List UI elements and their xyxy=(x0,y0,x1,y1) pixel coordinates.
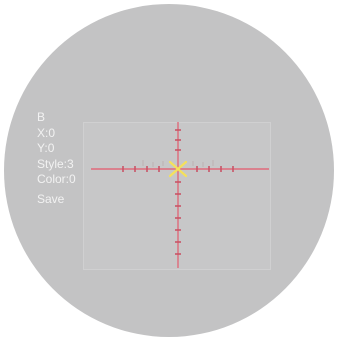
save-button[interactable]: Save xyxy=(37,192,76,208)
save-label: Save xyxy=(37,191,65,206)
reticle-settings-menu: B X: 0 Y: 0 Style: 3 Color: 0 Save xyxy=(37,110,76,207)
x-offset-label: X: xyxy=(37,125,49,140)
y-offset-label: Y: xyxy=(37,141,48,155)
color-label: Color: xyxy=(37,172,70,186)
style-item[interactable]: Style: 3 xyxy=(37,157,76,173)
mode-value: B xyxy=(37,110,46,124)
x-offset-value: 0 xyxy=(48,125,56,140)
reticle-preview-frame xyxy=(83,122,271,270)
x-offset-item[interactable]: X: 0 xyxy=(37,126,76,142)
style-label: Style: xyxy=(37,156,68,171)
y-offset-item[interactable]: Y: 0 xyxy=(37,141,76,157)
mode-label[interactable]: B xyxy=(37,110,76,126)
crosshair-icon xyxy=(83,122,271,270)
style-value: 3 xyxy=(67,156,74,171)
color-item[interactable]: Color: 0 xyxy=(37,172,76,188)
y-offset-value: 0 xyxy=(47,141,55,155)
color-value: 0 xyxy=(69,172,76,186)
